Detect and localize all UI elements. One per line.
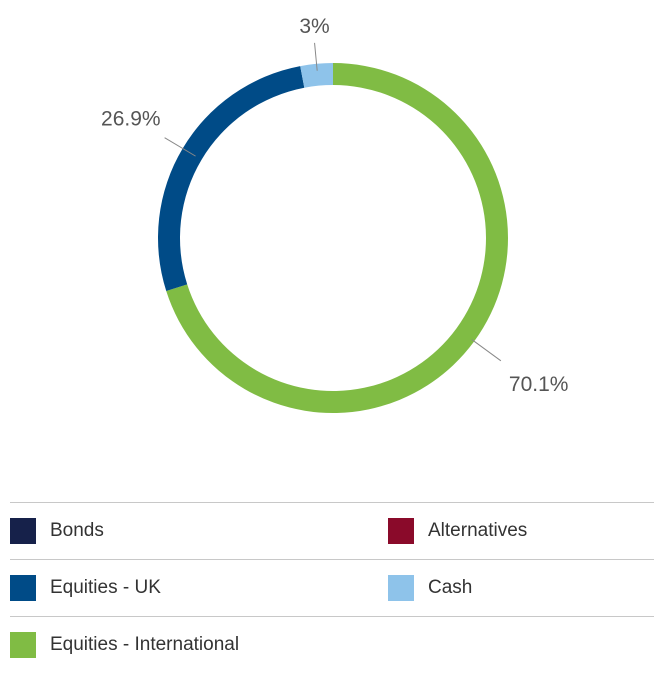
legend-item-bonds: Bonds	[10, 518, 388, 544]
legend-label-cash: Cash	[428, 577, 473, 598]
legend-row: Bonds Alternatives	[10, 502, 654, 559]
legend-label-alternatives: Alternatives	[428, 520, 528, 541]
legend-item-cash: Cash	[388, 575, 472, 601]
data-label: 26.9%	[101, 108, 161, 131]
legend-swatch-equities-international	[10, 632, 36, 658]
donut-chart: 70.1% 26.9% 3%	[101, 15, 569, 413]
legend-item-equities-international: Equities - International	[10, 632, 388, 658]
data-label: 70.1%	[509, 373, 569, 396]
legend-swatch-equities-uk	[10, 575, 36, 601]
leader-line	[314, 42, 318, 71]
legend-swatch-alternatives	[388, 518, 414, 544]
legend-row: Equities - UK Cash	[10, 559, 654, 616]
legend-label-bonds: Bonds	[50, 520, 104, 541]
chart-legend: Bonds Alternatives Equities - UK Cash Eq…	[10, 502, 654, 673]
legend-swatch-cash	[388, 575, 414, 601]
data-label: 3%	[299, 15, 329, 38]
leader-line	[471, 339, 502, 362]
leader-line	[164, 137, 196, 157]
legend-row: Equities - International	[10, 616, 654, 673]
donut-slice-equities-uk	[158, 66, 305, 292]
donut-slice-cash	[300, 63, 333, 88]
legend-item-alternatives: Alternatives	[388, 518, 527, 544]
legend-swatch-bonds	[10, 518, 36, 544]
legend-label-equities-international: Equities - International	[50, 634, 240, 655]
legend-item-equities-uk: Equities - UK	[10, 575, 388, 601]
legend-label-equities-uk: Equities - UK	[50, 577, 161, 598]
